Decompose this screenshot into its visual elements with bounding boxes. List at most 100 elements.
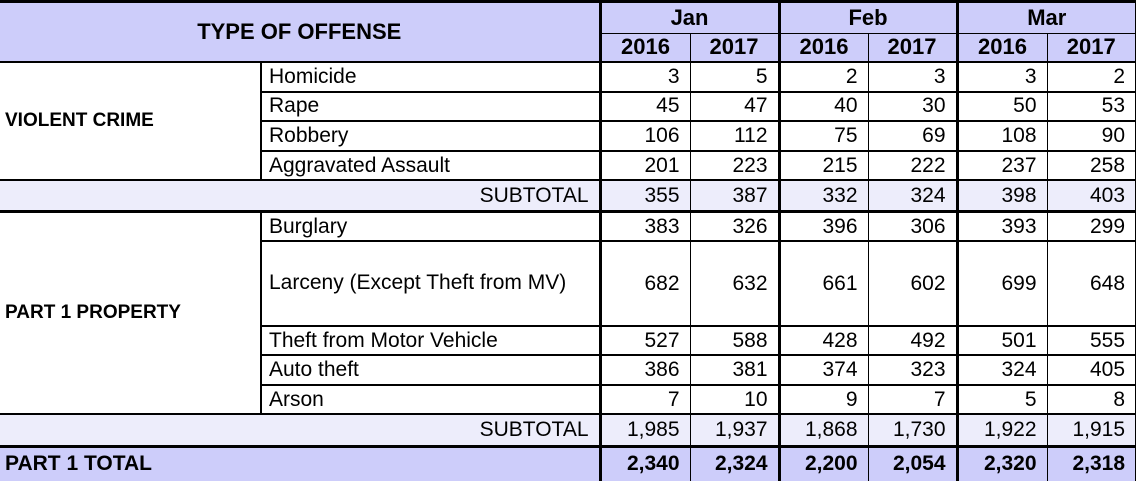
category-label: PART 1 PROPERTY [0, 210, 262, 416]
value-cell: 53 [1046, 90, 1136, 123]
value-cell: 648 [1046, 240, 1136, 327]
value-cell: 492 [867, 324, 959, 357]
offense-label: Larceny (Except Theft from MV) [259, 240, 602, 327]
value-cell: 108 [955, 120, 1048, 152]
value-cell: 106 [598, 120, 691, 152]
value-cell: 393 [955, 210, 1048, 243]
value-cell: 374 [777, 354, 869, 386]
header-row-years: 2016 2017 2016 2017 2016 2017 [0, 32, 1136, 64]
year-header: 2017 [867, 32, 959, 64]
total-value: 2,320 [955, 444, 1048, 481]
month-header-jan: Jan [598, 0, 781, 34]
subtotal-value: 387 [689, 179, 781, 214]
value-cell: 299 [1046, 210, 1136, 243]
offense-label: Auto theft [259, 354, 602, 386]
value-cell: 2 [777, 61, 869, 93]
subtotal-value: 332 [777, 179, 869, 214]
subtotal-value: 355 [598, 179, 691, 214]
value-cell: 223 [689, 149, 781, 182]
value-cell: 7 [867, 383, 959, 416]
value-cell: 47 [689, 90, 781, 123]
value-cell: 381 [689, 354, 781, 386]
table-row: Arson 7 10 9 7 5 8 [0, 383, 1136, 416]
subtotal-value: 1,985 [598, 413, 691, 448]
value-cell: 383 [598, 210, 691, 243]
table-row: Larceny (Except Theft from MV) 682 632 6… [0, 240, 1136, 327]
value-cell: 10 [689, 383, 781, 416]
value-cell: 201 [598, 149, 691, 182]
value-cell: 527 [598, 324, 691, 357]
total-value: 2,340 [598, 444, 691, 481]
table-row: Theft from Motor Vehicle 527 588 428 492… [0, 324, 1136, 357]
value-cell: 324 [955, 354, 1048, 386]
value-cell: 3 [598, 61, 691, 93]
value-cell: 112 [689, 120, 781, 152]
offense-label: Aggravated Assault [259, 149, 602, 182]
value-cell: 75 [777, 120, 869, 152]
value-cell: 5 [689, 61, 781, 93]
offense-label: Robbery [259, 120, 602, 152]
value-cell: 7 [598, 383, 691, 416]
value-cell: 45 [598, 90, 691, 123]
value-cell: 258 [1046, 149, 1136, 182]
total-label: PART 1 TOTAL [0, 444, 602, 481]
value-cell: 699 [955, 240, 1048, 327]
value-cell: 30 [867, 90, 959, 123]
total-row: PART 1 TOTAL 2,340 2,324 2,200 2,054 2,3… [0, 444, 1136, 481]
total-value: 2,200 [777, 444, 869, 481]
year-header: 2017 [1046, 32, 1136, 64]
subtotal-value: 1,868 [777, 413, 869, 448]
value-cell: 501 [955, 324, 1048, 357]
value-cell: 326 [689, 210, 781, 243]
table-row: Rape 45 47 40 30 50 53 [0, 90, 1136, 123]
value-cell: 90 [1046, 120, 1136, 152]
subtotal-value: 324 [867, 179, 959, 214]
value-cell: 237 [955, 149, 1048, 182]
value-cell: 3 [867, 61, 959, 93]
year-header: 2016 [777, 32, 869, 64]
value-cell: 5 [955, 383, 1048, 416]
header-row-months: TYPE OF OFFENSE Jan Feb Mar [0, 0, 1136, 64]
total-value: 2,324 [689, 444, 781, 481]
value-cell: 602 [867, 240, 959, 327]
value-cell: 323 [867, 354, 959, 386]
offense-label: Arson [259, 383, 602, 416]
total-value: 2,054 [867, 444, 959, 481]
table-row: PART 1 PROPERTY Burglary 383 326 396 306… [0, 210, 1136, 416]
table-row: VIOLENT CRIME Homicide 3 5 2 3 3 2 [0, 61, 1136, 182]
value-cell: 555 [1046, 324, 1136, 357]
value-cell: 215 [777, 149, 869, 182]
total-value: 2,318 [1046, 444, 1136, 481]
value-cell: 682 [598, 240, 691, 327]
value-cell: 8 [1046, 383, 1136, 416]
subtotal-value: 398 [955, 179, 1048, 214]
subtotal-row: SUBTOTAL 1,985 1,937 1,868 1,730 1,922 1… [0, 413, 1136, 448]
value-cell: 661 [777, 240, 869, 327]
subtotal-value: 1,937 [689, 413, 781, 448]
subtotal-label: SUBTOTAL [0, 413, 602, 448]
value-cell: 405 [1046, 354, 1136, 386]
offense-label: Theft from Motor Vehicle [259, 324, 602, 357]
subtotal-value: 403 [1046, 179, 1136, 214]
offense-label: Rape [259, 90, 602, 123]
year-header: 2016 [598, 32, 691, 64]
value-cell: 50 [955, 90, 1048, 123]
subtotal-value: 1,915 [1046, 413, 1136, 448]
value-cell: 588 [689, 324, 781, 357]
value-cell: 2 [1046, 61, 1136, 93]
value-cell: 40 [777, 90, 869, 123]
value-cell: 632 [689, 240, 781, 327]
subtotal-row: SUBTOTAL 355 387 332 324 398 403 [0, 179, 1136, 214]
value-cell: 386 [598, 354, 691, 386]
value-cell: 306 [867, 210, 959, 243]
table-title: TYPE OF OFFENSE [0, 0, 602, 64]
value-cell: 428 [777, 324, 869, 357]
offense-label: Burglary [259, 210, 602, 243]
value-cell: 9 [777, 383, 869, 416]
subtotal-value: 1,922 [955, 413, 1048, 448]
value-cell: 3 [955, 61, 1048, 93]
value-cell: 222 [867, 149, 959, 182]
offense-label: Homicide [259, 61, 602, 93]
subtotal-value: 1,730 [867, 413, 959, 448]
